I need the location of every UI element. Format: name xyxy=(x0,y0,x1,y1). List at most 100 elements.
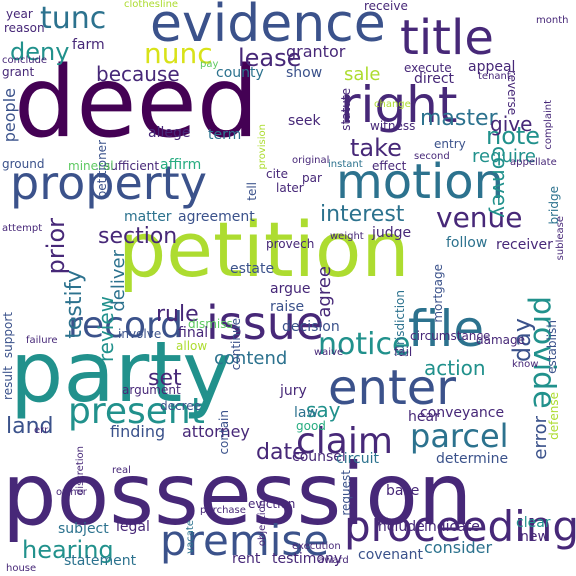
word-original: original xyxy=(292,155,330,166)
word-involve: involve xyxy=(118,327,162,341)
word-receiver: receiver xyxy=(496,237,553,253)
word-award: award xyxy=(318,555,349,566)
word-complaint: complaint xyxy=(543,100,554,150)
word-witness: witness xyxy=(370,119,416,133)
word-decision: decision xyxy=(282,319,340,335)
word-allege: allege xyxy=(148,125,191,141)
word-reason: reason xyxy=(4,21,45,35)
word-say: say xyxy=(306,398,341,422)
word-jurisdiction: jurisdiction xyxy=(393,290,407,356)
word-matter: matter xyxy=(124,209,172,225)
word-allow: allow xyxy=(176,339,208,353)
word-jury: jury xyxy=(280,383,307,399)
word-prior: prior xyxy=(42,218,70,275)
word-show: show xyxy=(286,65,323,81)
word-record: record xyxy=(68,305,183,346)
word-estate: estate xyxy=(230,261,275,277)
word-deliver: deliver xyxy=(108,250,129,312)
word-defense: defense xyxy=(547,392,561,440)
word-statute: statute xyxy=(339,88,353,131)
word-issue: issue xyxy=(206,296,325,350)
word-tunc: tunc xyxy=(40,1,107,36)
word-final: final xyxy=(178,325,209,341)
word-indicate: indicate xyxy=(424,519,480,535)
word-pay: pay xyxy=(200,59,219,70)
word-know: know xyxy=(512,359,539,370)
word-provision: provision xyxy=(257,124,268,170)
word-action: action xyxy=(424,356,486,380)
word-require: require xyxy=(472,146,536,167)
word-set: set xyxy=(148,366,182,391)
word-waive: waive xyxy=(314,347,344,358)
word-grant: grant xyxy=(2,65,35,79)
word-grantor: grantor xyxy=(286,42,346,61)
word-venue: venue xyxy=(436,201,523,234)
word-legal: legal xyxy=(116,519,150,535)
word-agree: agree xyxy=(314,266,335,318)
word-lease: lease xyxy=(238,44,302,72)
word-tell: tell xyxy=(245,182,259,201)
word-clothesline: clothesline xyxy=(124,0,179,10)
word-reverse: reverse xyxy=(505,70,519,116)
word-give: give xyxy=(490,112,533,136)
word-evidence: evidence xyxy=(150,0,386,54)
word-convey: convey xyxy=(488,146,512,218)
word-because: because xyxy=(96,62,180,86)
word-counsel: counsel xyxy=(292,449,346,465)
word-deed: deed xyxy=(14,46,259,160)
word-change: change xyxy=(374,99,411,110)
word-raise: raise xyxy=(270,299,305,315)
word-failure: failure xyxy=(26,335,58,346)
word-instant: instant xyxy=(328,159,363,170)
word-parcel: parcel xyxy=(410,417,509,455)
word-execution: execution xyxy=(292,541,341,552)
word-argument: argument xyxy=(122,383,181,397)
word-claim: claim xyxy=(296,421,393,462)
word-note: note xyxy=(486,122,541,150)
word-provide: provide xyxy=(526,296,561,409)
word-law: law xyxy=(294,405,318,421)
word-consider: consider xyxy=(424,538,493,557)
word-direct: direct xyxy=(414,71,455,87)
word-fail: fail xyxy=(394,345,413,359)
word-section: section xyxy=(98,224,178,249)
word-real: real xyxy=(112,465,131,476)
word-purchase: purchase xyxy=(200,505,246,516)
word-establish: establish xyxy=(545,320,559,374)
word-file: file xyxy=(408,300,485,358)
word-hear: hear xyxy=(408,409,440,425)
word-mortgage: mortgage xyxy=(431,264,445,323)
word-result: result xyxy=(1,366,15,400)
word-interest: interest xyxy=(320,202,405,227)
word-county: county xyxy=(216,65,264,81)
word-testify: testify xyxy=(62,270,87,339)
word-people: people xyxy=(0,88,19,143)
word-proceeding: proceeding xyxy=(344,502,576,551)
word-damage: damage xyxy=(476,333,526,347)
word-tenant: tenant xyxy=(478,71,511,82)
word-provech: provech xyxy=(266,237,315,251)
word-premise: premise xyxy=(160,516,330,565)
word-eviction: eviction xyxy=(248,497,296,511)
word-sale: sale xyxy=(344,64,381,85)
word-testimony: testimony xyxy=(272,551,343,567)
word-include: include xyxy=(374,519,425,535)
word-agreement: agreement xyxy=(178,209,255,225)
word-statement: statement xyxy=(64,553,137,569)
word-owner: owner xyxy=(56,487,87,498)
word-support: support xyxy=(1,312,15,359)
word-circumstance: circumstance xyxy=(410,329,491,343)
word-rent: rent xyxy=(232,551,261,567)
word-receive: receive xyxy=(364,0,408,13)
word-continue: continue xyxy=(229,318,243,371)
word-nunc: nunc xyxy=(144,37,213,70)
word-property: property xyxy=(10,156,207,210)
word-present: present xyxy=(68,391,205,432)
word-motion: motion xyxy=(336,154,505,210)
word-appellate: appellate xyxy=(510,157,557,168)
word-notice: notice xyxy=(318,327,411,362)
word-appeal: appeal xyxy=(468,59,516,75)
word-base: base xyxy=(386,483,420,499)
word-entry: entry xyxy=(434,137,466,151)
